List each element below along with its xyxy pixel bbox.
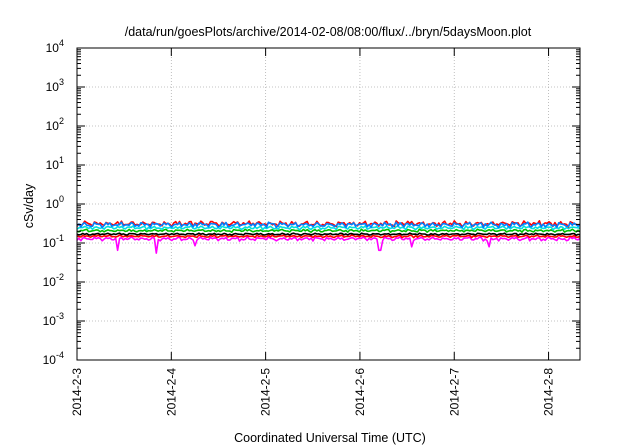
series-line <box>76 235 581 254</box>
x-tick-label: 2014-2-3 <box>70 368 84 416</box>
y-axis-label: cSv/day <box>22 183 36 228</box>
x-tick-label: 2014-2-5 <box>259 368 273 416</box>
y-tick-label: 10-1 <box>43 233 64 250</box>
y-tick-label: 101 <box>46 155 64 172</box>
x-tick-label: 2014-2-6 <box>353 368 367 416</box>
series-lines <box>76 220 581 254</box>
series-line <box>76 228 581 233</box>
x-tick-label: 2014-2-8 <box>542 368 556 416</box>
series-line <box>76 225 581 231</box>
y-tick-label: 10-3 <box>43 311 64 328</box>
series-line <box>76 232 581 237</box>
grid-lines <box>76 47 580 361</box>
tick-marks <box>76 47 580 361</box>
series-line <box>76 234 581 239</box>
x-axis-label: Coordinated Universal Time (UTC) <box>234 431 426 445</box>
series-line <box>76 221 581 229</box>
x-tick-label: 2014-2-4 <box>164 368 178 416</box>
x-tick-labels: 2014-2-3 2014-2-4 2014-2-5 2014-2-6 2014-2-7… <box>70 368 556 416</box>
chart-title: /data/run/goesPlots/archive/2014-02-08/0… <box>125 25 532 39</box>
y-tick-label: 102 <box>46 116 64 133</box>
y-tick-label: 10-2 <box>43 272 64 289</box>
y-tick-labels: 104 103 102 101 100 10-1 10-2 10-3 10-4 <box>43 38 64 367</box>
y-tick-label: 10-4 <box>43 350 64 367</box>
y-tick-label: 103 <box>46 77 64 94</box>
x-tick-label: 2014-2-7 <box>447 368 461 416</box>
y-tick-label: 100 <box>46 194 64 211</box>
y-tick-label: 104 <box>46 38 64 55</box>
